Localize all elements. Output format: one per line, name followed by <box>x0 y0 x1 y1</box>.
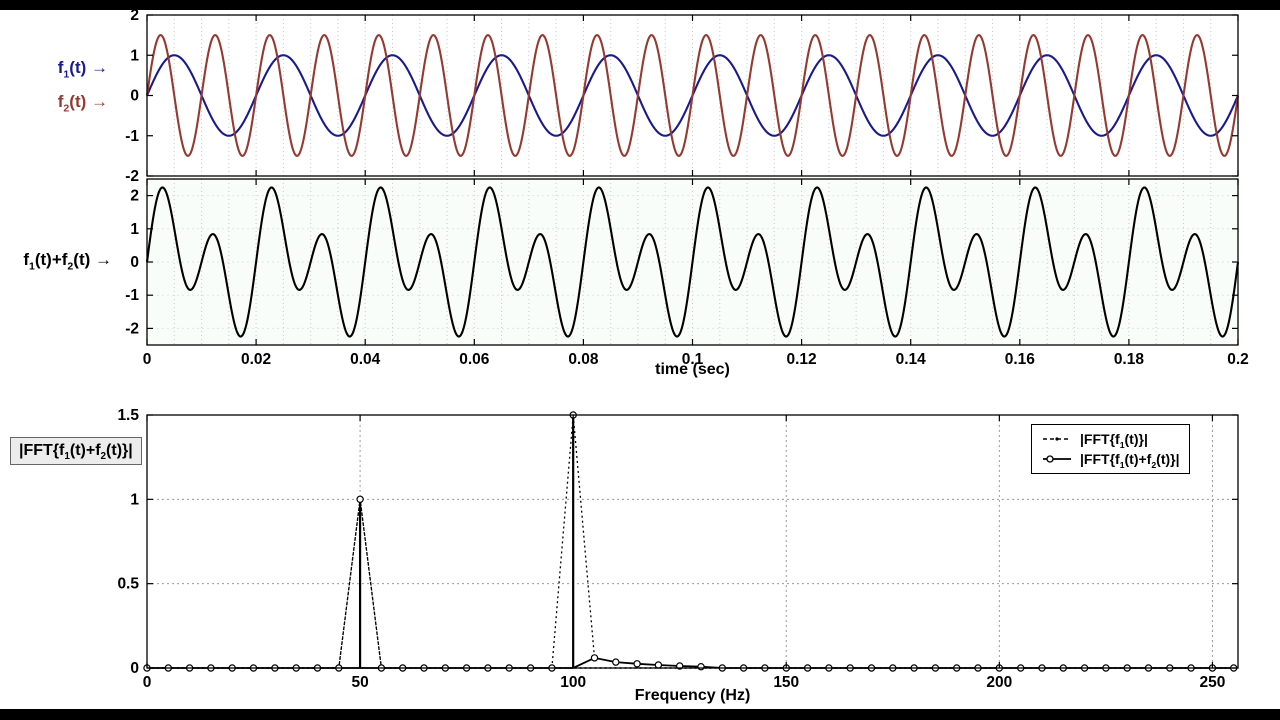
tick-label: 0 <box>130 88 139 105</box>
sum-signal-curve <box>145 186 1240 338</box>
input-signals-curve <box>145 34 1240 157</box>
tick-label: -2 <box>125 168 139 185</box>
letterbox-bottom <box>0 709 1280 720</box>
fft-bin-marker <box>633 660 641 668</box>
tick-label: 100 <box>560 674 586 691</box>
fft-bin-marker <box>697 663 705 671</box>
tick-label: -2 <box>125 320 139 337</box>
fft-peak-approach <box>551 414 596 669</box>
tick-label: 0.16 <box>1005 351 1036 368</box>
f2-signal-label: f2(t) → <box>57 92 108 115</box>
legend-label-fft-f1: |FFT{f1(t)}| <box>1080 431 1148 450</box>
f1-signal-label: f1(t) → <box>57 58 108 81</box>
tick-label: 0.02 <box>241 351 271 368</box>
fft-bin-marker <box>590 654 599 662</box>
tick-label: 0.12 <box>787 351 817 368</box>
tick-label: 2 <box>130 7 139 24</box>
tick-label: 0 <box>143 351 152 368</box>
legend-box: |FFT{f1(t)}| |FFT{f1(t)+f2(t)}| <box>1031 424 1190 474</box>
tick-label: 1 <box>130 491 139 508</box>
sum-signal-axes: 0 0.02 0.04 0.06 0.08 0.1 0.12 0.14 0.16 0.18 0.2 -… <box>125 178 1249 368</box>
tick-label: 150 <box>773 674 799 691</box>
tick-label: -1 <box>125 128 139 145</box>
letterbox-top <box>0 0 1280 10</box>
tick-label: 200 <box>986 674 1012 691</box>
tick-label: 0.06 <box>459 351 490 368</box>
tick-label: 0.04 <box>350 351 381 368</box>
tick-label: 0.18 <box>1114 351 1145 368</box>
sum-signal-label: f1(t)+f2(t) → <box>23 250 112 273</box>
legend-entry-fft-f1: |FFT{f1(t)}| <box>1041 431 1180 450</box>
time-axis-label: time (sec) <box>655 361 730 378</box>
tick-label: 0.1 <box>682 351 704 368</box>
tick-label: 0 <box>130 660 139 677</box>
axes-border <box>146 414 1239 669</box>
tick-label: 0.08 <box>568 351 599 368</box>
legend-label-fft-sum: |FFT{f1(t)+f2(t)}| <box>1080 451 1180 470</box>
tick-label: 0.5 <box>117 576 139 593</box>
dotted-line-sample-icon <box>1043 437 1071 441</box>
tick-label: 0.14 <box>896 351 927 368</box>
input-signals-axes: -2 -1 0 1 2 <box>125 7 1240 185</box>
legend-entry-fft-sum: |FFT{f1(t)+f2(t)}| <box>1041 451 1180 470</box>
tick-label: 1 <box>130 221 139 238</box>
fft-bin-marker <box>654 661 663 669</box>
fft-bin-marker <box>356 495 364 503</box>
frequency-axis-label: Frequency (Hz) <box>634 687 751 704</box>
tick-label: 2 <box>130 188 139 205</box>
tick-label: 250 <box>1199 674 1225 691</box>
tick-label: 50 <box>351 674 368 691</box>
tick-label: 0.2 <box>1227 351 1249 368</box>
tick-label: 0 <box>130 254 139 271</box>
fft-plot-title: |FFT{f1(t)+f2(t)}| <box>10 437 142 465</box>
tick-label: 1 <box>130 47 139 64</box>
tick-label: -1 <box>125 287 139 304</box>
fft-bin-marker <box>612 658 620 666</box>
tick-label: 0 <box>143 674 152 691</box>
tick-label: 1.5 <box>117 407 139 424</box>
solid-line-circle-marker-sample-icon <box>1043 455 1071 463</box>
